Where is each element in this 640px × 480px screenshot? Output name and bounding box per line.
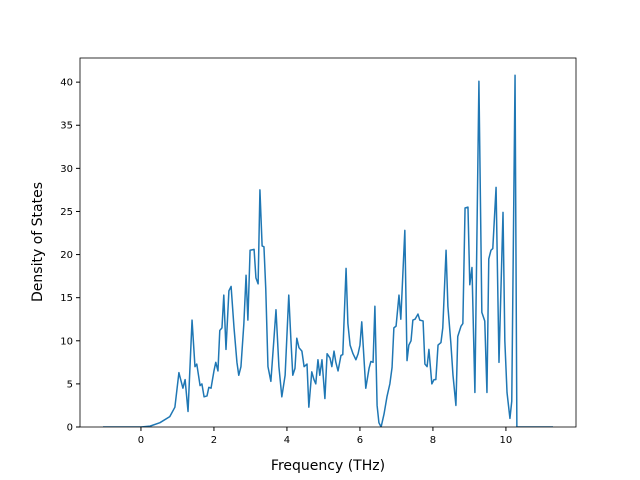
y-tick-label: 20 (60, 250, 73, 261)
y-tick-label: 5 (67, 379, 73, 390)
line (102, 74, 554, 427)
y-tick-label: 15 (60, 293, 73, 304)
y-tick-label: 35 (60, 121, 73, 132)
y-tick-label: 40 (60, 78, 73, 89)
y-tick-label: 10 (60, 336, 73, 347)
x-tick-label: 8 (430, 435, 436, 446)
y-tick-label: 25 (60, 207, 73, 218)
x-tick-label: 2 (211, 435, 217, 446)
x-tick-label: 10 (500, 435, 513, 446)
y-axis-label: Density of States (30, 182, 46, 302)
x-tick-label: 0 (138, 435, 144, 446)
x-tick-label: 6 (357, 435, 363, 446)
y-tick-label: 0 (67, 423, 73, 434)
x-tick-label: 4 (284, 435, 290, 446)
plot-frame (79, 57, 577, 428)
x-axis-label: Frequency (THz) (271, 458, 385, 474)
y-tick-label: 30 (60, 164, 73, 175)
